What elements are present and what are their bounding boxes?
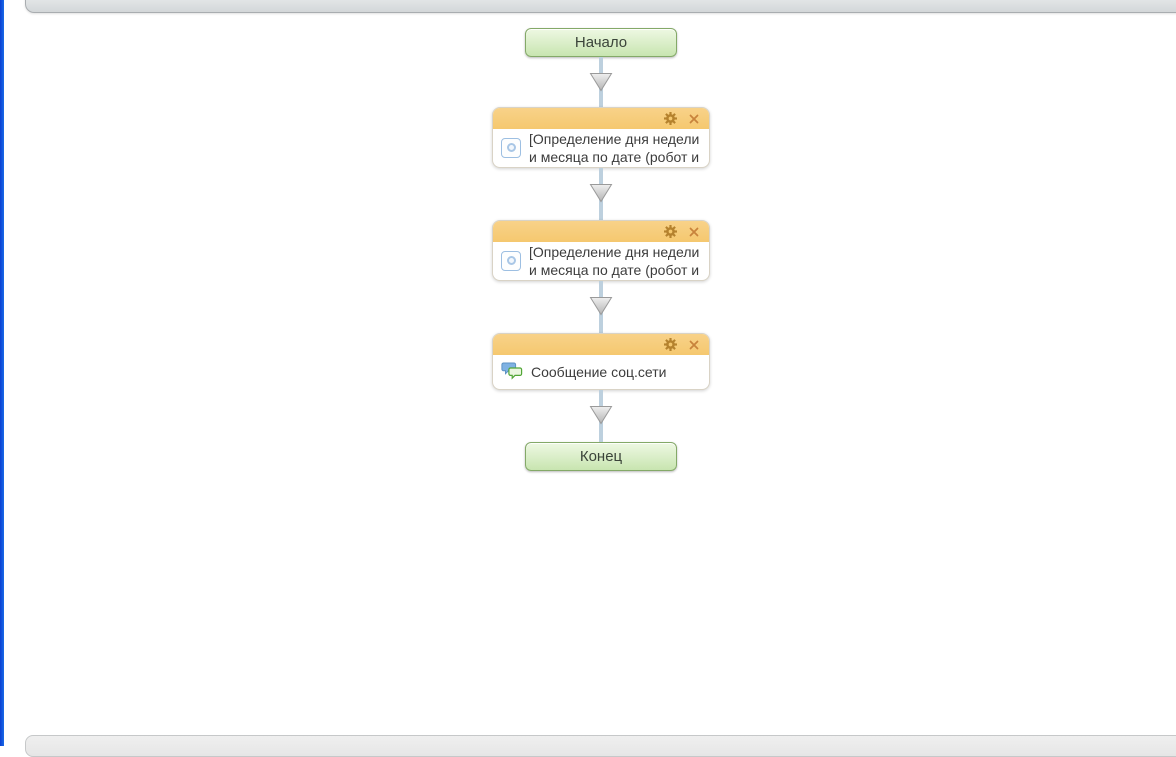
activity-card-header: [493, 334, 709, 355]
down-triangle-icon: [589, 184, 613, 203]
gear-icon[interactable]: [663, 112, 677, 126]
automation-activity-icon: [501, 137, 521, 158]
end-node[interactable]: Конец: [525, 442, 677, 471]
gear-icon[interactable]: [663, 225, 677, 239]
down-triangle-icon: [589, 406, 613, 425]
top-panel-edge[interactable]: [25, 0, 1176, 13]
social-message-icon: [501, 362, 523, 381]
activity-card-body: Сообщение соц.сети: [493, 355, 709, 389]
activity-card-header: [493, 221, 709, 242]
activity-card[interactable]: [Определение дня недели и месяца по дате…: [492, 220, 710, 281]
activity-card[interactable]: [Определение дня недели и месяца по дате…: [492, 107, 710, 168]
close-icon[interactable]: [687, 338, 701, 352]
activity-title: [Определение дня недели и месяца по дате…: [529, 130, 700, 165]
left-accent-bar: [0, 0, 4, 746]
activity-title: [Определение дня недели и месяца по дате…: [529, 243, 700, 278]
close-icon[interactable]: [687, 225, 701, 239]
activity-title: Сообщение соц.сети: [531, 363, 667, 380]
connector-arrow[interactable]: [492, 57, 710, 107]
start-node-label: Начало: [574, 34, 628, 51]
start-node[interactable]: Начало: [525, 28, 677, 57]
activity-card-body: [Определение дня недели и месяца по дате…: [493, 129, 709, 167]
activity-card-header: [493, 108, 709, 129]
end-node-label: Конец: [579, 448, 623, 465]
bottom-panel-edge[interactable]: [25, 735, 1176, 757]
down-triangle-icon: [589, 73, 613, 92]
automation-activity-icon: [501, 250, 521, 271]
activity-card[interactable]: Сообщение соц.сети: [492, 333, 710, 390]
connector-arrow[interactable]: [492, 390, 710, 442]
close-icon[interactable]: [687, 112, 701, 126]
connector-arrow[interactable]: [492, 281, 710, 333]
down-triangle-icon: [589, 297, 613, 316]
activity-card-body: [Определение дня недели и месяца по дате…: [493, 242, 709, 280]
connector-arrow[interactable]: [492, 168, 710, 220]
workflow-flow: Начало: [492, 28, 710, 471]
gear-icon[interactable]: [663, 338, 677, 352]
